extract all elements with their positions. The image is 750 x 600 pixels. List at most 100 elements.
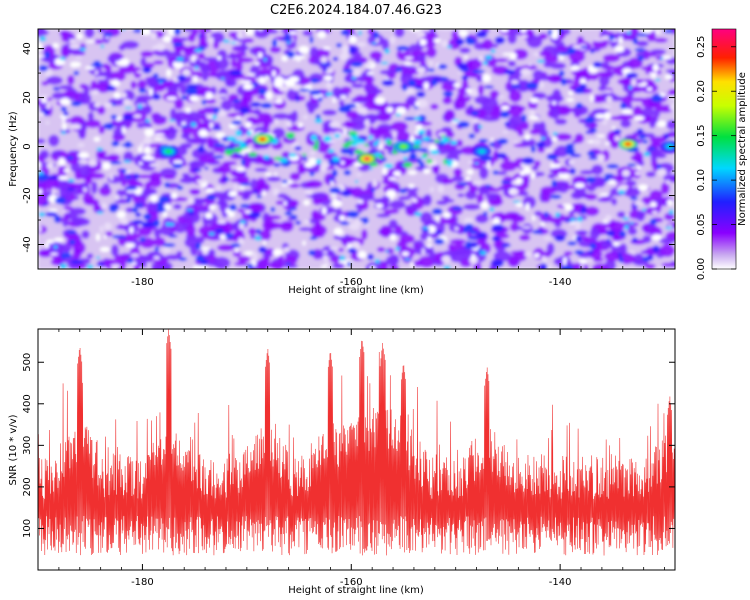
noise-blob	[485, 184, 491, 188]
noise-cell	[90, 80, 98, 93]
noise-gap	[568, 159, 575, 166]
noise-gap	[62, 209, 66, 214]
noise-gap	[562, 260, 567, 266]
noise-core	[413, 116, 422, 121]
noise-cell	[563, 251, 573, 256]
noise-cell	[633, 253, 644, 265]
noise-core	[452, 119, 460, 122]
noise-blob	[430, 79, 438, 87]
noise-blob	[592, 61, 602, 68]
noise-core	[484, 54, 493, 60]
noise-core	[38, 212, 46, 217]
noise-gap	[595, 113, 606, 119]
noise-core	[479, 250, 487, 256]
noise-core	[145, 119, 151, 123]
noise-cell	[468, 183, 479, 194]
noise-cell	[489, 90, 500, 100]
noise-gap	[144, 154, 152, 160]
noise-gap	[426, 243, 432, 248]
noise-gap	[655, 30, 661, 34]
noise-cell	[590, 257, 605, 262]
noise-cell	[331, 263, 345, 269]
noise-gap	[205, 91, 213, 100]
noise-cell	[93, 39, 104, 44]
noise-blob	[206, 194, 216, 201]
noise-cell	[249, 234, 256, 239]
noise-gap	[103, 235, 107, 239]
noise-gap	[429, 144, 438, 152]
noise-blob	[663, 29, 674, 34]
noise-gap	[215, 132, 226, 139]
noise-gap	[162, 247, 171, 253]
noise-blob	[630, 196, 638, 201]
noise-blob	[96, 262, 105, 267]
noise-gap	[401, 251, 410, 256]
noise-core	[655, 78, 661, 82]
noise-blob	[408, 152, 418, 161]
noise-cell	[385, 247, 395, 255]
noise-blob	[348, 46, 357, 54]
noise-cell	[196, 208, 210, 214]
noise-gap	[604, 142, 611, 145]
noise-cell	[176, 115, 183, 128]
noise-cell	[302, 29, 313, 37]
noise-gap	[574, 182, 585, 188]
noise-gap	[317, 30, 327, 39]
noise-gap	[510, 190, 519, 195]
noise-gap	[550, 161, 555, 169]
noise-cell	[138, 226, 153, 237]
noise-gap	[238, 222, 245, 230]
noise-blob	[52, 86, 61, 91]
noise-core	[380, 61, 389, 65]
noise-blob	[554, 235, 566, 242]
band-cell	[328, 149, 335, 154]
noise-blob	[579, 83, 587, 90]
noise-core	[124, 106, 133, 109]
noise-gap	[427, 236, 432, 243]
noise-cell	[84, 119, 101, 129]
noise-blob	[632, 37, 638, 45]
band-cell	[246, 130, 252, 136]
band-cell	[333, 157, 340, 162]
noise-blob	[575, 102, 583, 109]
noise-gap	[463, 217, 474, 224]
noise-gap	[357, 106, 368, 115]
noise-blob	[346, 261, 352, 267]
noise-core	[443, 265, 451, 269]
snr-x-tick-label: -180	[131, 577, 154, 588]
noise-gap	[39, 113, 44, 116]
noise-gap	[404, 56, 414, 60]
noise-gap	[255, 61, 260, 66]
noise-cell	[86, 253, 94, 259]
noise-cell	[253, 108, 262, 116]
noise-gap	[363, 63, 373, 67]
noise-cell	[636, 210, 646, 222]
noise-blob	[404, 116, 417, 121]
noise-gap	[596, 134, 605, 138]
noise-blob	[467, 236, 479, 240]
noise-gap	[78, 159, 89, 164]
noise-gap	[631, 78, 637, 87]
noise-cell	[381, 38, 390, 51]
noise-gap	[605, 214, 612, 222]
noise-gap	[651, 210, 658, 215]
noise-cell	[504, 211, 520, 218]
noise-gap	[326, 80, 331, 89]
noise-cell	[230, 222, 241, 231]
noise-blob	[125, 175, 133, 180]
noise-core	[326, 92, 333, 96]
noise-cell	[188, 160, 206, 169]
noise-blob	[143, 213, 152, 220]
noise-cell	[162, 174, 176, 180]
hotspot-core	[259, 137, 266, 142]
noise-gap	[521, 226, 532, 229]
noise-gap	[367, 71, 374, 76]
noise-blob	[370, 188, 375, 193]
colorbar-tick-label: 0.05	[696, 213, 707, 235]
noise-cell	[534, 160, 541, 167]
noise-gap	[240, 80, 252, 84]
noise-cell	[81, 230, 90, 239]
spectrogram-field	[38, 29, 675, 269]
noise-field	[38, 29, 675, 269]
noise-blob	[336, 43, 342, 48]
